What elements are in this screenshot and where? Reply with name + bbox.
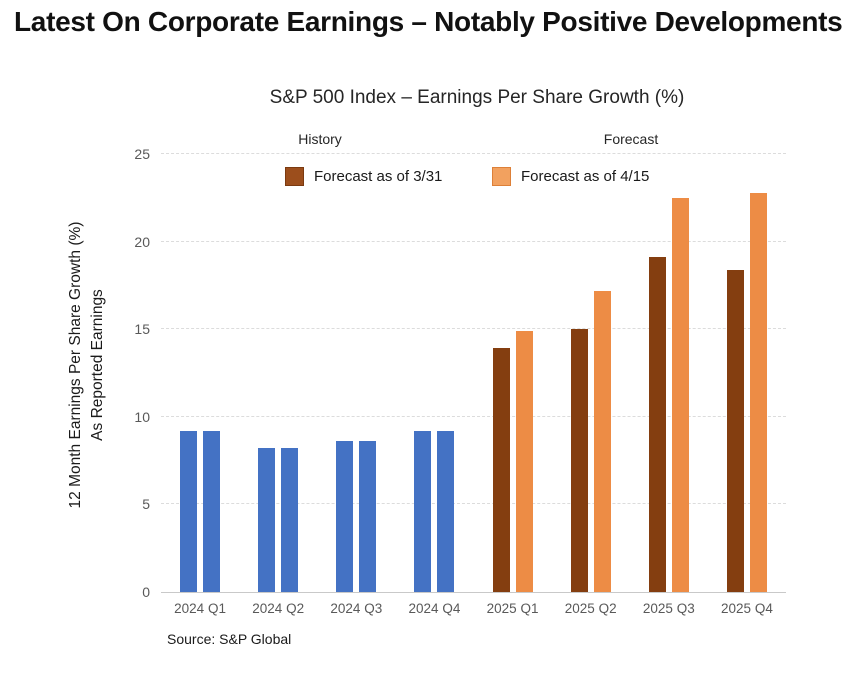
- y-tick-5: 5: [142, 496, 150, 513]
- forecast-region-label: Forecast: [603, 131, 659, 147]
- gridline-5: [161, 503, 786, 505]
- chart-title: S&P 500 Index – Earnings Per Share Growt…: [269, 87, 685, 108]
- x-tick-2024-q4: 2024 Q4: [408, 601, 461, 616]
- bar-2024-q4-series1: [414, 430, 432, 592]
- x-tick-2024-q1: 2024 Q1: [174, 601, 226, 616]
- bar-2025-q3-series2: [671, 197, 689, 592]
- bar-2025-q4-series1: [726, 269, 744, 592]
- legend-swatch-forecast-415: [492, 166, 511, 186]
- x-tick-2025-q1: 2025 Q1: [486, 601, 539, 616]
- legend-item-forecast-331: Forecast as of 3/31: [285, 165, 442, 187]
- x-tick-2025-q4: 2025 Q4: [721, 601, 773, 616]
- bar-2024-q2-series2: [281, 448, 299, 592]
- y-tick-25: 25: [134, 146, 150, 162]
- bar-2025-q3-series1: [648, 257, 666, 592]
- legend-label-forecast-331: Forecast as of 3/31: [314, 167, 443, 185]
- plot-area: [161, 153, 786, 593]
- y-tick-10: 10: [134, 408, 150, 425]
- gridline-10: [161, 415, 786, 417]
- bar-2025-q2-series1: [570, 329, 588, 592]
- bar-2024-q4-series2: [437, 430, 455, 592]
- bar-2025-q1-series1: [492, 348, 510, 592]
- history-region-label: History: [298, 131, 342, 147]
- x-tick-2024-q2: 2024 Q2: [252, 601, 305, 616]
- y-tick-15: 15: [134, 321, 150, 338]
- legend-swatch-forecast-331: [285, 166, 304, 186]
- y-axis-title: 12 Month Earnings Per Share Growth (%) A…: [65, 135, 109, 595]
- y-tick-20: 20: [134, 233, 150, 250]
- bar-2024-q3-series2: [359, 441, 377, 592]
- page-title: Latest On Corporate Earnings – Notably P…: [14, 6, 843, 37]
- x-tick-2025-q2: 2025 Q2: [564, 601, 617, 616]
- gridline-20: [161, 240, 786, 242]
- bar-2024-q2-series1: [258, 448, 276, 592]
- legend-label-forecast-415: Forecast as of 4/15: [521, 167, 650, 185]
- source-note: Source: S&P Global: [167, 631, 292, 647]
- legend-item-forecast-415: Forecast as of 4/15: [492, 165, 649, 187]
- bar-2024-q3-series1: [336, 441, 354, 592]
- bar-2024-q1-series1: [180, 430, 198, 592]
- gridline-15: [161, 328, 786, 330]
- y-tick-0: 0: [142, 584, 150, 600]
- bar-2024-q1-series2: [203, 430, 221, 592]
- bar-2025-q2-series2: [593, 290, 611, 592]
- y-axis-title-line1: 12 Month Earnings Per Share Growth (%): [67, 221, 84, 509]
- gridline-25: [161, 153, 786, 154]
- y-axis-title-line2: As Reported Earnings: [89, 289, 106, 441]
- bar-2025-q1-series2: [515, 330, 533, 592]
- x-tick-2024-q3: 2024 Q3: [330, 601, 383, 616]
- x-tick-2025-q3: 2025 Q3: [642, 601, 695, 616]
- bar-2025-q4-series2: [749, 192, 767, 592]
- chart-legend: Forecast as of 3/31 Forecast as of 4/15: [0, 165, 854, 187]
